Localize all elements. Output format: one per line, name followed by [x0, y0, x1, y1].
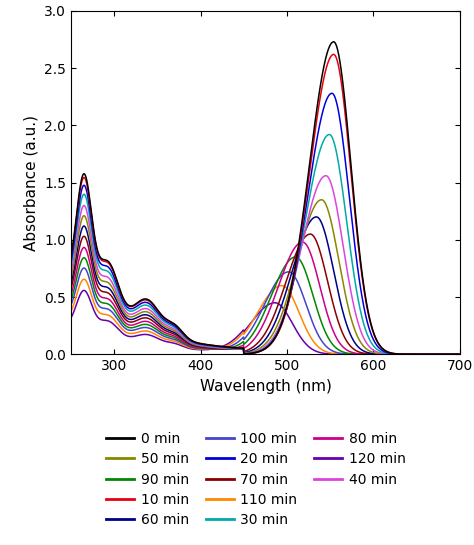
Legend: 0 min, 50 min, 90 min, 10 min, 60 min, 100 min, 20 min, 70 min, 110 min, 30 min,: 0 min, 50 min, 90 min, 10 min, 60 min, 1…	[100, 427, 411, 532]
X-axis label: Wavelength (nm): Wavelength (nm)	[200, 379, 331, 393]
Y-axis label: Absorbance (a.u.): Absorbance (a.u.)	[24, 114, 39, 251]
